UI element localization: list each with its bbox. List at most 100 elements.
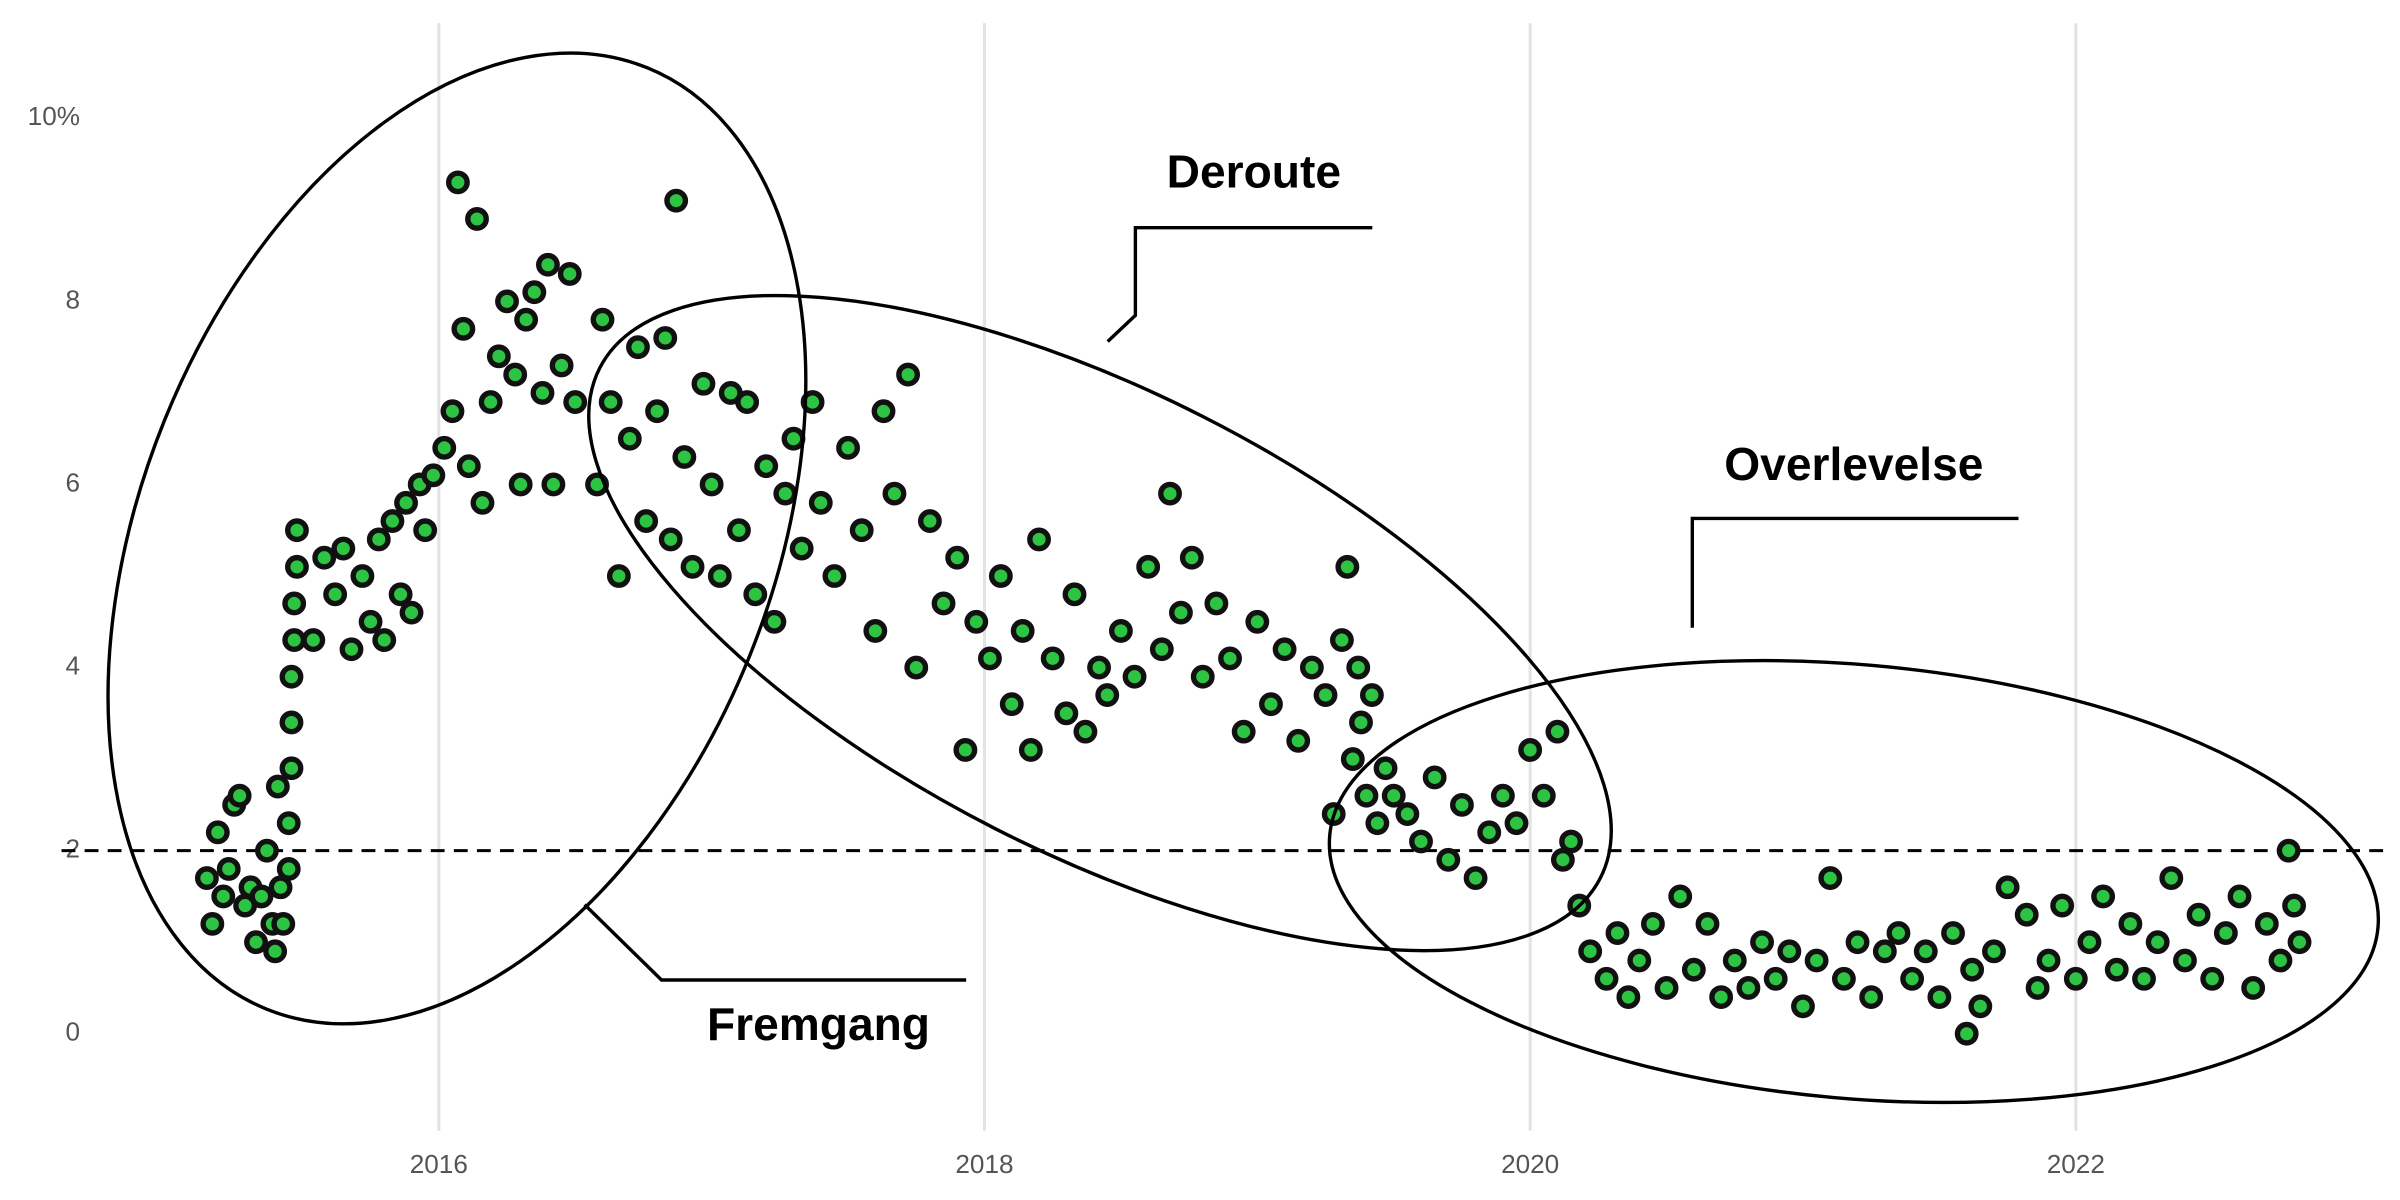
data-point <box>871 399 896 424</box>
data-point <box>1122 664 1147 689</box>
data-point <box>680 554 705 579</box>
data-point <box>1641 911 1665 936</box>
data-point <box>1313 683 1338 707</box>
data-point <box>1354 783 1379 808</box>
data-point <box>672 445 697 469</box>
data-point <box>557 261 582 286</box>
data-point <box>2132 966 2156 991</box>
data-point <box>1654 976 1679 1000</box>
points-layer <box>194 170 2312 1046</box>
data-point <box>1605 921 1630 945</box>
data-point <box>1954 1021 1979 1046</box>
data-point <box>863 619 888 643</box>
y-tick-label: 2 <box>65 834 80 864</box>
leader-line <box>1690 516 2019 628</box>
data-point <box>1381 783 1406 808</box>
data-point <box>699 472 724 497</box>
data-point <box>1168 600 1193 625</box>
data-point <box>2104 957 2129 982</box>
y-tick-label: 4 <box>65 650 80 680</box>
data-point <box>882 481 907 506</box>
data-point <box>254 838 279 863</box>
data-point <box>1108 619 1133 643</box>
data-point <box>394 490 418 515</box>
data-point <box>2254 911 2279 936</box>
data-point <box>1559 829 1583 854</box>
data-point <box>1149 637 1174 662</box>
data-point <box>1179 545 1204 570</box>
data-point <box>399 600 424 625</box>
data-point <box>2173 948 2197 973</box>
data-point <box>1010 619 1035 643</box>
data-point <box>451 316 476 341</box>
data-point <box>388 582 413 607</box>
data-point <box>1531 783 1556 808</box>
data-point <box>1062 582 1087 607</box>
data-point <box>1409 829 1433 854</box>
data-point <box>1504 811 1529 836</box>
data-point <box>263 939 288 964</box>
data-point <box>216 857 241 881</box>
data-point <box>440 399 465 424</box>
data-point <box>808 490 833 515</box>
data-point <box>1359 683 1384 707</box>
annotation: Overlevelse <box>1724 438 1983 490</box>
y-tick-label: 0 <box>65 1017 80 1047</box>
data-point <box>1158 481 1182 506</box>
data-point <box>1578 939 1603 964</box>
ellipse <box>1327 658 2381 1105</box>
data-point <box>727 518 751 543</box>
annotation: Fremgang <box>707 998 930 1050</box>
data-point <box>773 481 798 506</box>
data-point <box>1027 527 1051 552</box>
data-point <box>366 527 391 552</box>
data-point <box>1463 866 1488 891</box>
data-point <box>1886 921 1911 945</box>
data-point <box>1594 966 1619 991</box>
data-point <box>964 609 989 634</box>
data-point <box>1095 683 1120 707</box>
data-point <box>1335 554 1360 579</box>
data-point <box>549 353 574 378</box>
data-point <box>1040 646 1065 671</box>
data-point <box>323 582 348 607</box>
data-point <box>1968 994 1993 1019</box>
data-point <box>1218 646 1242 671</box>
data-point <box>1018 738 1043 762</box>
data-point <box>1736 976 1761 1000</box>
data-point <box>800 390 825 414</box>
data-point <box>1550 847 1575 872</box>
data-point <box>541 472 566 497</box>
data-point <box>1941 921 1965 945</box>
data-point <box>301 628 326 653</box>
data-point <box>617 426 642 451</box>
data-point <box>265 774 290 799</box>
data-point <box>2050 893 2075 918</box>
data-point <box>1087 655 1111 680</box>
data-point <box>2118 911 2143 936</box>
y-tick-label: 10% <box>28 101 80 131</box>
data-point <box>1490 783 1515 808</box>
data-point <box>953 738 978 762</box>
data-point <box>2077 930 2102 955</box>
data-point <box>495 289 519 314</box>
data-point <box>445 170 470 195</box>
data-point <box>200 911 225 936</box>
data-point <box>271 911 296 936</box>
data-point <box>1763 966 1788 991</box>
data-point <box>1422 765 1447 790</box>
data-point <box>1477 820 1502 845</box>
data-point <box>945 545 970 570</box>
data-point <box>279 710 304 735</box>
data-point <box>2159 866 2184 891</box>
data-point <box>1627 948 1652 973</box>
leader-line <box>1106 226 1373 343</box>
data-point <box>522 280 547 305</box>
data-point <box>2091 884 2116 909</box>
data-point <box>606 564 631 588</box>
data-point <box>530 380 555 405</box>
data-point <box>1259 692 1283 717</box>
x-tick-label: 2022 <box>2047 1149 2105 1179</box>
data-point <box>1709 985 1734 1010</box>
x-tick-label: 2018 <box>955 1149 1013 1179</box>
